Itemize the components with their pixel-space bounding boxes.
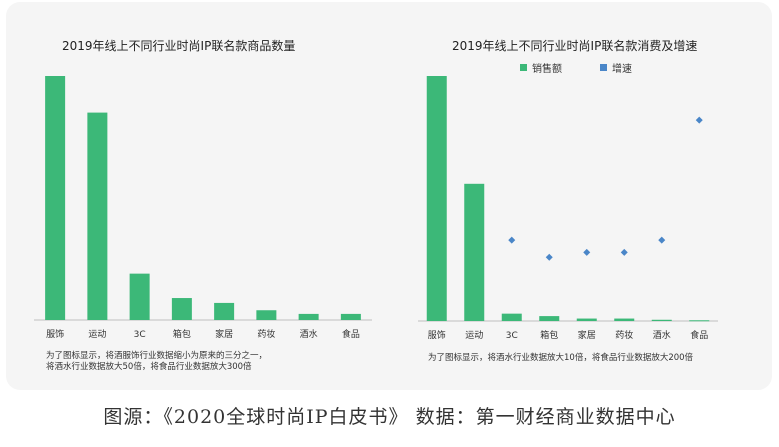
left-chart-note-line-1: 为了图标显示，将酒服饰行业数据缩小为原来的三分之一， — [46, 351, 268, 361]
bar — [464, 183, 485, 321]
x-tick-label: 药妆 — [257, 328, 275, 340]
x-tick-label: 药妆 — [615, 329, 633, 341]
legend-sales-swatch — [520, 64, 527, 71]
bar — [87, 112, 108, 320]
x-tick-label: 3C — [506, 331, 518, 341]
x-tick-label: 食品 — [690, 329, 708, 341]
bar — [426, 76, 447, 321]
growth-point — [508, 236, 516, 244]
bar — [501, 313, 522, 321]
bar — [45, 76, 66, 320]
x-tick-label: 箱包 — [173, 328, 191, 340]
right-chart-note: 为了图标显示，将酒水行业数据放大10倍，将食品行业数据放大200倍 — [428, 353, 693, 364]
bar — [576, 318, 597, 321]
x-tick-label: 箱包 — [540, 329, 558, 341]
x-tick-label: 服饰 — [46, 328, 64, 340]
right-chart-title: 2019年线上不同行业时尚IP联名款消费及增速 — [452, 39, 698, 53]
growth-point — [658, 236, 666, 244]
x-tick-label: 运动 — [88, 329, 106, 340]
bar — [214, 302, 235, 320]
x-tick-label: 家居 — [215, 328, 233, 340]
left-chart-note: 为了图标显示，将酒服饰行业数据缩小为原来的三分之一， 将酒水行业数据放大50倍，… — [46, 351, 267, 373]
legend-growth-swatch — [600, 64, 607, 71]
x-tick-label: 酒水 — [300, 328, 318, 340]
growth-point — [545, 253, 553, 261]
left-chart-note-line-2: 将酒水行业数据放大50倍，将食品行业数据放大300倍 — [46, 362, 252, 372]
bar — [651, 319, 672, 321]
source-caption: 图源：《2020全球时尚IP白皮书》 数据：第一财经商业数据中心 — [103, 406, 676, 428]
x-tick-label: 服饰 — [428, 329, 446, 341]
right-chart-note-line-1: 为了图标显示，将酒水行业数据放大10倍，将食品行业数据放大200倍 — [428, 353, 694, 363]
legend-sales-label: 销售额 — [532, 64, 562, 75]
legend-growth-label: 增速 — [612, 64, 632, 75]
bar — [614, 318, 635, 321]
bar — [171, 298, 192, 320]
bar — [539, 316, 560, 321]
left-chart-title: 2019年线上不同行业时尚IP联名款商品数量 — [62, 39, 296, 53]
legend-growth: 增速 — [600, 60, 632, 75]
growth-point — [583, 248, 591, 256]
x-tick-label: 3C — [134, 330, 146, 340]
legend-sales: 销售额 — [520, 60, 562, 75]
x-tick-label: 酒水 — [653, 329, 671, 341]
bar — [298, 313, 319, 320]
chart-panel — [6, 2, 772, 390]
x-tick-label: 食品 — [342, 328, 360, 340]
bar — [129, 273, 150, 320]
x-tick-label: 家居 — [578, 329, 596, 341]
growth-point — [620, 248, 628, 256]
growth-point — [695, 116, 703, 124]
bar — [340, 313, 361, 320]
x-tick-label: 运动 — [465, 330, 483, 341]
bar — [689, 320, 710, 322]
bar — [256, 310, 277, 320]
